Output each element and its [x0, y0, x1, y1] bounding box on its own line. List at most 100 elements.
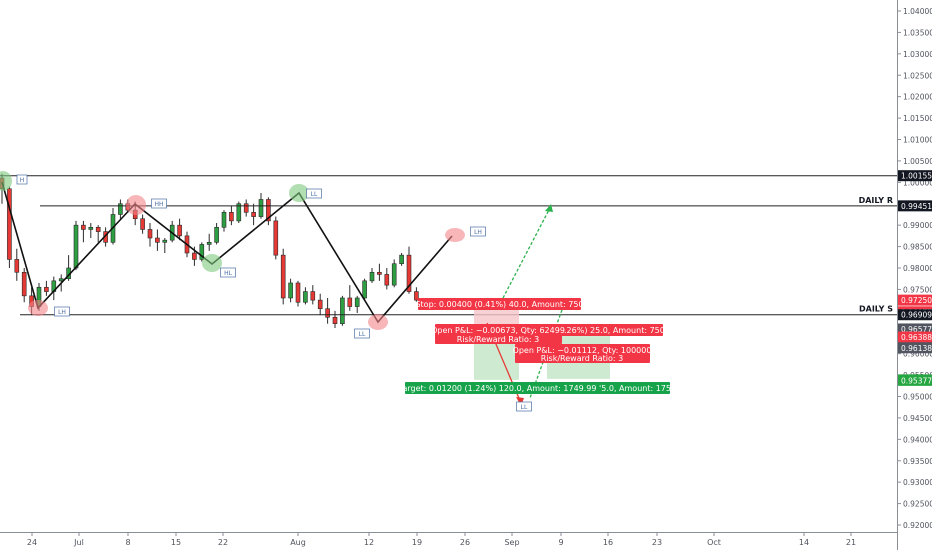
time-tick-label: 12 — [364, 538, 374, 547]
price-label-box — [898, 374, 932, 386]
open-pl-2-box — [515, 344, 650, 363]
price-tick-label: 1.03000 — [903, 50, 932, 59]
daily-r-label: DAILY R — [859, 196, 893, 205]
candle-body — [325, 308, 330, 318]
candle-body — [14, 259, 20, 273]
candle-body — [214, 227, 219, 243]
price-tick-label: 1.04000 — [903, 7, 932, 16]
swing-tag-box — [516, 401, 532, 412]
swing-highlight — [368, 314, 388, 330]
candle-body — [140, 218, 145, 230]
candle-body — [221, 212, 227, 228]
candle-body — [147, 229, 153, 239]
stop-label-text: Stop: 0.00400 (0.41%) 40.0, Amount: 750 — [415, 300, 583, 309]
candle-body — [317, 299, 323, 309]
candle-body — [354, 297, 360, 307]
price-label-text: 0.96577 — [901, 325, 932, 334]
swing-tag-box — [220, 267, 236, 278]
swing-tag-text: HL — [224, 270, 233, 277]
candle-body — [177, 224, 182, 237]
candle-body — [340, 297, 345, 324]
swing-tag-text: LL — [521, 404, 528, 411]
rr-1-line: Risk/Reward Ratio: 3 — [457, 335, 539, 344]
target-label-box — [405, 382, 670, 394]
candle-body — [406, 254, 412, 292]
price-tick-label: 0.92500 — [903, 500, 932, 509]
price-label-text: 0.96909 — [901, 311, 932, 320]
time-tick-label: 22 — [218, 538, 228, 547]
swing-tag-text: LH — [474, 229, 482, 236]
price-tick-label: 1.01500 — [903, 114, 932, 123]
candle-body — [303, 291, 308, 303]
price-tick-label: 0.94500 — [903, 414, 932, 423]
candle-body — [280, 254, 286, 299]
swing-highlight — [126, 195, 146, 215]
price-tick-label: 0.94000 — [903, 435, 932, 444]
candle-body — [369, 271, 375, 282]
price-tick-label: 1.03500 — [903, 28, 932, 37]
price-label-box — [898, 170, 932, 182]
swing-tag-box — [354, 328, 370, 339]
swing-highlight — [0, 171, 12, 191]
candle-body — [258, 199, 264, 217]
candle-body — [199, 244, 205, 260]
price-tick-label: 0.98500 — [903, 243, 932, 252]
candle-body — [332, 316, 338, 324]
candle-body — [295, 282, 301, 303]
swing-highlight — [445, 228, 465, 242]
candle-body — [243, 203, 249, 213]
price-tick-label: 0.98000 — [903, 264, 932, 273]
price-label-text: 1.00155 — [901, 172, 932, 181]
swing-tag-text: LL — [311, 191, 318, 198]
time-axis[interactable]: 24 Jul 8 15 22 Aug 12 19 26 Sep 9 16 23 Oct 14 21 — [27, 532, 856, 547]
price-label-text: 0.96138 — [901, 344, 932, 353]
price-tick-label: 1.00000 — [903, 178, 932, 187]
candle-body — [251, 212, 256, 217]
time-tick-label: Aug — [290, 538, 306, 547]
price-tick-label: 0.93500 — [903, 457, 932, 466]
bearish-arrowhead — [516, 397, 524, 406]
price-tick-label: 0.93000 — [903, 478, 932, 487]
price-tick-label: 1.02000 — [903, 93, 932, 102]
candle-body — [7, 188, 12, 260]
time-tick-label: Sep — [504, 538, 519, 547]
price-axis[interactable]: 1.04000 1.03500 1.03000 1.02500 1.02000 1.015… — [897, 7, 932, 530]
price-label-text: 0.96388 — [901, 333, 932, 342]
open-pl-1-box — [435, 324, 562, 344]
time-tick-label: 15 — [171, 538, 181, 547]
price-label-box — [898, 323, 932, 335]
price-tick-label: 0.99000 — [903, 221, 932, 230]
time-tick-label: 16 — [603, 538, 613, 547]
candle-body — [377, 271, 382, 275]
partial-label-box — [560, 324, 663, 336]
price-label-box — [898, 331, 932, 343]
swing-tag-box — [16, 174, 28, 185]
candle-body — [162, 239, 168, 243]
candle-body — [288, 282, 293, 299]
price-label-box — [898, 200, 932, 212]
daily-s-label: DAILY S — [859, 305, 893, 314]
time-tick-label: 9 — [558, 538, 563, 547]
swing-highlight — [289, 184, 309, 202]
price-tick-label: 1.01000 — [903, 136, 932, 145]
candle-body — [399, 254, 404, 265]
time-tick-label: 21 — [846, 538, 856, 547]
time-tick-label: 19 — [412, 538, 422, 547]
time-tick-label: 26 — [460, 538, 470, 547]
swing-highlight — [202, 254, 222, 272]
candle-body — [414, 291, 419, 301]
candle-body — [58, 278, 64, 282]
candles — [0, 173, 419, 328]
partial-label-text: .26%) 25.0, Amount: 750 — [564, 326, 665, 335]
candle-body — [21, 271, 27, 297]
candle-body — [88, 227, 94, 230]
rr-2-line: Risk/Reward Ratio: 3 — [541, 354, 623, 363]
time-tick-label: 23 — [652, 538, 662, 547]
candle-body — [347, 297, 353, 307]
price-label-box — [898, 342, 932, 354]
time-tick-label: 24 — [27, 538, 37, 547]
candle-body — [273, 220, 279, 256]
